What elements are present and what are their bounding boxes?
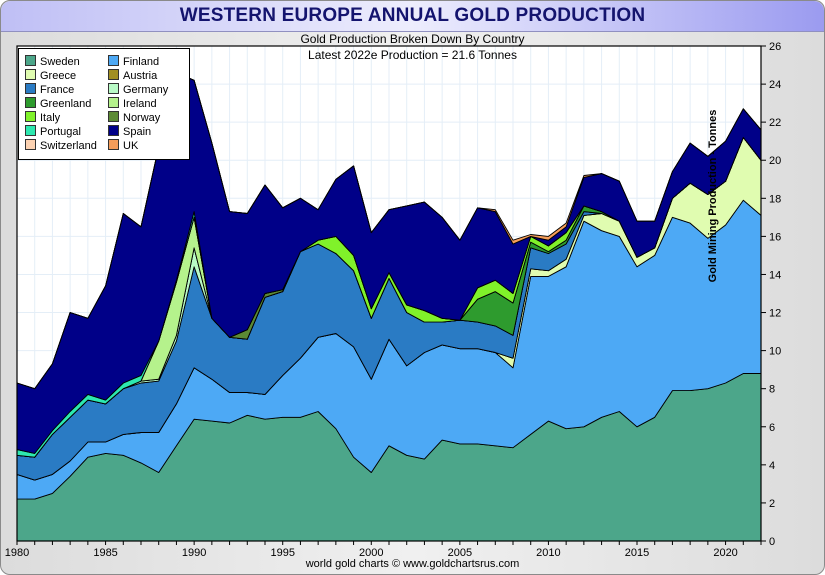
legend-swatch (25, 55, 36, 66)
legend-item-finland: Finland (108, 55, 159, 69)
legend-item-norway: Norway (108, 111, 160, 125)
y-tick-label: 16 (769, 231, 781, 243)
legend-swatch (25, 69, 36, 80)
y-tick-label: 8 (769, 384, 775, 396)
legend-swatch (108, 69, 119, 80)
y-tick-label: 0 (769, 536, 775, 548)
legend-item-germany: Germany (108, 83, 168, 97)
legend-item-portugal: Portugal (25, 125, 81, 139)
legend-label: Austria (123, 70, 158, 82)
legend-swatch (25, 97, 36, 108)
legend-swatch (108, 83, 119, 94)
y-tick-label: 4 (769, 460, 775, 472)
legend-label: Germany (123, 84, 169, 96)
legend-label: Sweden (40, 56, 80, 68)
legend-item-spain: Spain (108, 125, 151, 139)
legend: Sweden Finland Greece Austria France Germany G… (18, 48, 190, 160)
title-bar (1, 1, 824, 32)
legend-swatch (108, 139, 119, 150)
legend-item-france: France (25, 83, 74, 97)
x-tick-label: 2015 (625, 547, 649, 559)
y-tick-label: 12 (769, 308, 781, 320)
legend-item-austria: Austria (108, 69, 157, 83)
y-tick-label: 26 (769, 41, 781, 53)
legend-item-greenland: Greenland (25, 97, 91, 111)
chart-subtitle: Gold Production Broken Down By Country (300, 32, 525, 46)
legend-swatch (108, 111, 119, 122)
y-tick-label: 24 (769, 79, 781, 91)
x-tick-label: 1995 (270, 547, 294, 559)
y-axis-label: Gold Mining Production - Tonnes (707, 109, 719, 283)
footer-credit: world gold charts © www.goldchartsrus.co… (305, 558, 520, 570)
legend-label: Greenland (40, 98, 92, 110)
legend-item-ireland: Ireland (108, 97, 157, 111)
y-tick-label: 14 (769, 269, 781, 281)
legend-label: Norway (123, 112, 161, 124)
chart-annotation: Latest 2022e Production = 21.6 Tonnes (308, 48, 517, 62)
legend-label: Finland (123, 56, 160, 68)
chart-title: WESTERN EUROPE ANNUAL GOLD PRODUCTION (179, 5, 646, 26)
legend-label: Spain (123, 126, 152, 138)
legend-item-italy: Italy (25, 111, 60, 125)
x-tick-label: 2020 (713, 547, 737, 559)
legend-swatch (108, 55, 119, 66)
x-tick-label: 2000 (359, 547, 383, 559)
legend-label: Italy (40, 112, 61, 124)
y-tick-label: 22 (769, 117, 781, 129)
legend-swatch (25, 125, 36, 136)
legend-label: Switzerland (40, 140, 97, 152)
y-tick-label: 20 (769, 155, 781, 167)
legend-item-switzerland: Switzerland (25, 139, 97, 153)
legend-swatch (25, 83, 36, 94)
legend-swatch (25, 139, 36, 150)
legend-swatch (108, 125, 119, 136)
y-tick-label: 6 (769, 422, 775, 434)
y-tick-label: 18 (769, 193, 781, 205)
y-tick-label: 2 (769, 498, 775, 510)
x-tick-label: 1980 (5, 547, 29, 559)
x-axis: 1980 1985 1990 1995 2000 2005 2010 2015 2020 (5, 541, 762, 559)
legend-item-sweden: Sweden (25, 55, 80, 69)
legend-item-greece: Greece (25, 69, 76, 83)
x-tick-label: 1985 (93, 547, 117, 559)
x-tick-label: 1990 (182, 547, 206, 559)
x-tick-label: 2005 (448, 547, 472, 559)
legend-label: Portugal (40, 126, 81, 138)
legend-label: Ireland (123, 98, 157, 110)
x-tick-label: 2010 (536, 547, 560, 559)
legend-label: UK (123, 140, 139, 152)
legend-item-uk: UK (108, 139, 138, 153)
legend-label: Greece (40, 70, 77, 82)
y-tick-label: 10 (769, 346, 781, 358)
legend-swatch (25, 111, 36, 122)
legend-swatch (108, 97, 119, 108)
legend-label: France (40, 84, 75, 96)
